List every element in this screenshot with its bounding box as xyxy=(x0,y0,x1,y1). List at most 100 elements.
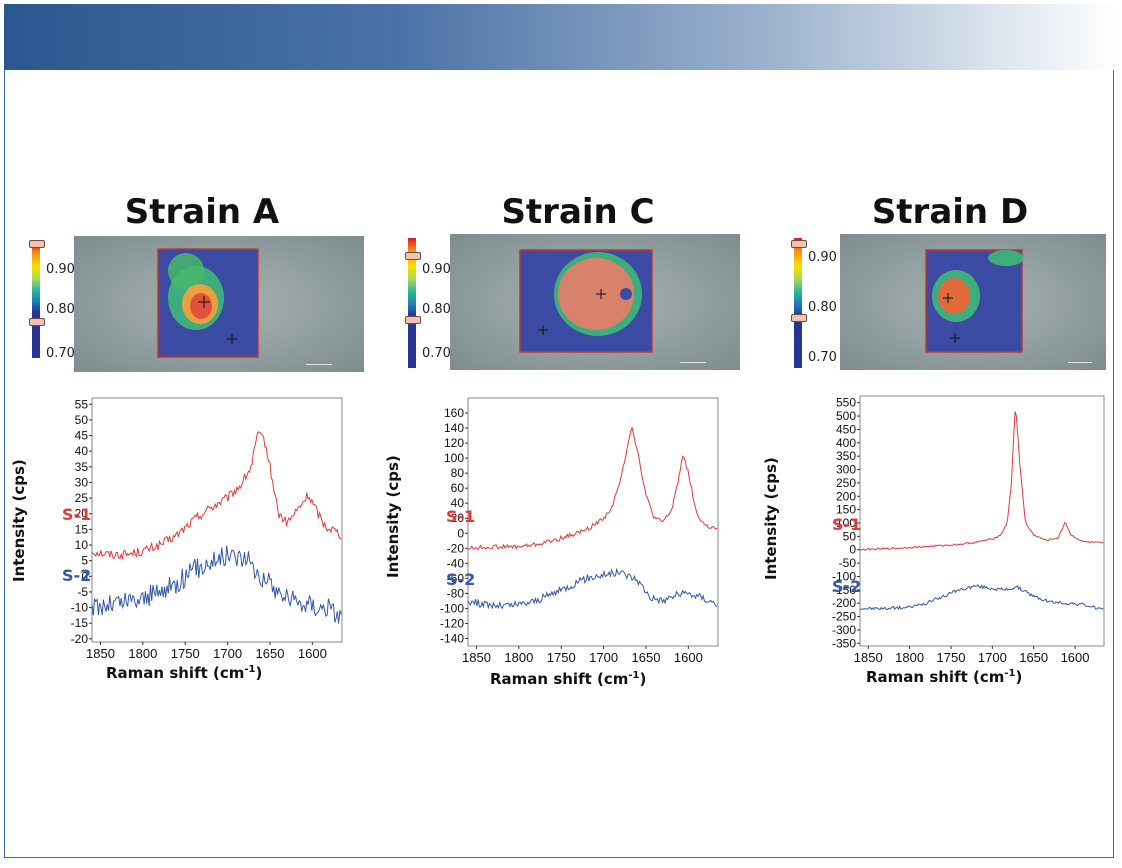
y-tick-label: -60 xyxy=(447,571,465,585)
x-tick-label: 1850 xyxy=(854,650,883,665)
x-axis-label: Raman shift (cm-1) xyxy=(490,670,647,688)
y-tick-label: 15 xyxy=(75,522,89,536)
panel-strain-d: Strain D 0.90 0.80 0.70 550 500 450 400 350 3… xyxy=(762,0,1122,868)
x-tick-label: 1750 xyxy=(547,650,576,665)
colorbar-tick: 0.90 xyxy=(422,262,451,277)
colorbar-min-handle[interactable] xyxy=(791,314,807,322)
marker-s2 xyxy=(950,333,960,343)
x-tick-label: 1750 xyxy=(937,650,966,665)
y-tick-label: 120 xyxy=(444,436,464,450)
plot-area xyxy=(467,397,719,647)
colorbar-tick: 0.90 xyxy=(808,250,837,265)
y-axis-label: Intensity (cps) xyxy=(762,457,780,580)
y-tick-label: 50 xyxy=(843,529,857,543)
colorbar-tick: 0.80 xyxy=(422,302,451,317)
raman-map-image xyxy=(450,234,740,370)
series-line-s-2 xyxy=(467,567,718,610)
y-tick-label: 250 xyxy=(836,476,856,490)
y-tick-label: -100 xyxy=(440,601,464,615)
x-tick-label: 1800 xyxy=(504,650,533,665)
y-tick-label: 400 xyxy=(836,436,856,450)
hotspot-lobe xyxy=(168,253,204,289)
hotspot-edge xyxy=(988,250,1024,266)
scale-bar xyxy=(306,364,332,365)
y-tick-label: 100 xyxy=(836,516,856,530)
y-tick-label: 40 xyxy=(75,444,89,458)
y-tick-label: -100 xyxy=(832,569,856,583)
colorbar-tick: 0.80 xyxy=(808,300,837,315)
series-label-s1: S-1 xyxy=(446,507,476,526)
y-tick-label: -300 xyxy=(832,623,856,637)
header-banner xyxy=(4,4,1118,70)
x-tick-label: 1650 xyxy=(632,650,661,665)
x-tick-label: 1850 xyxy=(86,646,115,661)
y-axis-label: Intensity (cps) xyxy=(384,455,402,578)
strain-title: Strain A xyxy=(124,192,280,232)
y-tick-label: 140 xyxy=(444,421,464,435)
colorbar-tick: 0.90 xyxy=(46,262,75,277)
spectrum-plot: 160140120100806040200-20-40-60-80-100-12… xyxy=(440,397,719,665)
x-tick-label: 1800 xyxy=(128,646,157,661)
plot-area xyxy=(859,395,1105,647)
y-axis-label: Intensity (cps) xyxy=(10,459,28,582)
y-tick-label: 10 xyxy=(75,538,89,552)
colorbar xyxy=(29,240,45,358)
x-tick-label: 1600 xyxy=(1061,650,1090,665)
y-tick-label: -200 xyxy=(832,596,856,610)
raman-map-image xyxy=(74,236,364,372)
figure-frame xyxy=(4,70,1114,858)
y-tick-label: -10 xyxy=(71,601,89,615)
x-tick-label: 1600 xyxy=(674,650,703,665)
y-tick-label: -140 xyxy=(440,631,464,645)
y-tick-label: -40 xyxy=(447,556,465,570)
marker-s2 xyxy=(227,334,237,344)
strain-title: Strain C xyxy=(501,192,655,232)
colorbar-min-handle[interactable] xyxy=(405,316,421,324)
strain-title: Strain D xyxy=(871,192,1029,232)
series-line-s-2 xyxy=(859,583,1104,611)
colorbar-tick: 0.70 xyxy=(422,346,451,361)
spectrum-chart-d: 550 500 450 400 350 300 250 200 150 100 50 0 -50 -100… xyxy=(816,394,1106,665)
x-tick-label: 1650 xyxy=(1019,650,1048,665)
y-tick-label: 50 xyxy=(75,413,89,427)
y-tick-label: 160 xyxy=(444,406,464,420)
y-tick-label: 35 xyxy=(75,460,89,474)
x-tick-label: 1650 xyxy=(256,646,285,661)
colorbar-max-handle[interactable] xyxy=(405,252,421,260)
marker-s1 xyxy=(943,293,953,303)
x-tick-label: 1850 xyxy=(462,650,491,665)
series-label-s2: S-2 xyxy=(446,570,476,589)
marker-s2 xyxy=(538,325,548,335)
y-tick-label: 0 xyxy=(457,526,464,540)
x-tick-label: 1750 xyxy=(171,646,200,661)
y-tick-label: 0 xyxy=(81,569,88,583)
colorbar-max-handle[interactable] xyxy=(791,240,807,248)
series-line-s-1 xyxy=(859,411,1104,551)
y-tick-label: -120 xyxy=(440,616,464,630)
scale-bar xyxy=(1068,362,1092,363)
raman-map-image xyxy=(840,234,1106,370)
scale-bar xyxy=(680,362,706,363)
spectrum-plot: 550500450400350300250200150100500-50-100… xyxy=(832,395,1105,665)
series-line-s-1 xyxy=(91,431,342,560)
series-label-s2: S-2 xyxy=(62,566,92,585)
y-tick-label: -20 xyxy=(447,541,465,555)
colorbar-tick: 0.80 xyxy=(46,302,75,317)
x-tick-label: 1800 xyxy=(895,650,924,665)
hotspot-hole xyxy=(620,288,632,300)
y-tick-label: 40 xyxy=(451,496,465,510)
plot-area xyxy=(91,397,343,643)
spectrum-chart-c: 160 140 120 100 80 60 40 20 0 -20 -40 -60 -80 -100 -12… xyxy=(430,396,720,665)
y-tick-label: -20 xyxy=(71,632,89,646)
series-label-s1: S-1 xyxy=(832,515,862,534)
y-tick-label: 500 xyxy=(836,409,856,423)
y-tick-label: -80 xyxy=(447,586,465,600)
y-tick-label: 30 xyxy=(75,475,89,489)
x-tick-label: 1700 xyxy=(589,650,618,665)
colorbar-max-handle[interactable] xyxy=(29,240,45,248)
colorbar-min-handle[interactable] xyxy=(29,318,45,326)
y-tick-label: -350 xyxy=(832,636,856,650)
panel-strain-c: Strain C 0.90 0.80 0.70 160 140 120 100 80 60… xyxy=(384,0,758,868)
x-tick-label: 1700 xyxy=(978,650,1007,665)
x-axis-label: Raman shift (cm-1) xyxy=(106,664,263,682)
